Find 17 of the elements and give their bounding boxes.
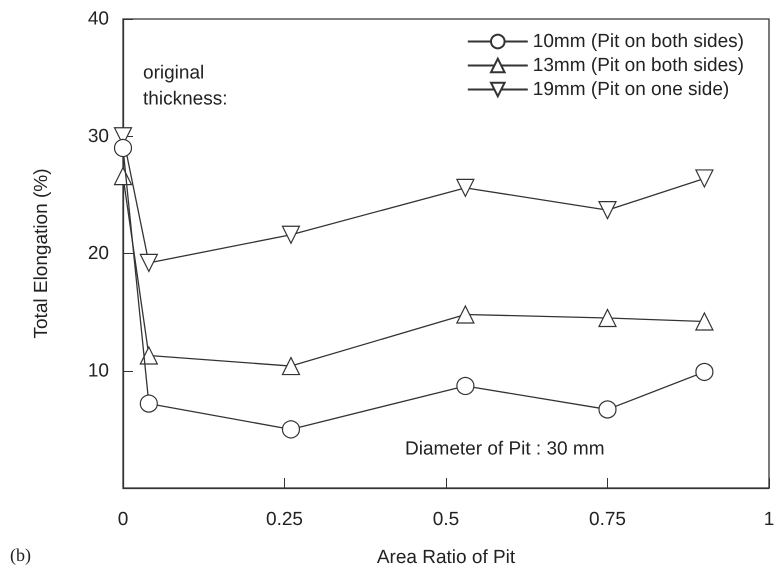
x-tick-label: 0.25 [266,509,303,530]
y-tick-label: 10 [88,360,109,382]
x-tick-label: 1 [764,509,774,530]
y-tick-label: 40 [88,8,109,30]
annotation: Diameter of Pit : 30 mm [405,438,605,460]
y-tick-label: 30 [88,126,109,147]
text: (b) [10,545,31,565]
y-axis-title: Total Elongation (%) [31,168,52,339]
x-tick-label: 0.5 [432,509,460,530]
x-axis-title: Area Ratio of Pit [376,547,516,568]
legend-label: 19mm (Pit on one side) [532,79,730,100]
x-tick-label: 0 [118,509,128,530]
x-tick-label: 0.75 [589,509,626,530]
y-tick-label: 20 [88,243,109,264]
legend-label: 13mm (Pit on both sides) [532,55,744,76]
annotation: original thickness: [143,62,228,110]
legend-label: 10mm (Pit on both sides) [532,31,744,52]
